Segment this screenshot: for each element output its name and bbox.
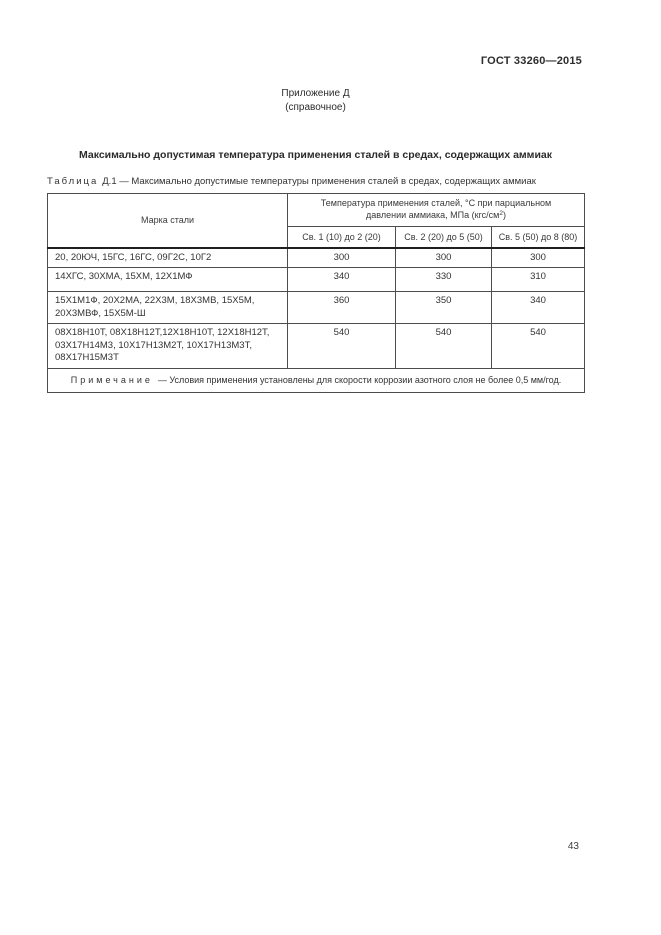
temp-value-cell: 540 xyxy=(287,323,396,369)
table-subheader-row: Св. 1 (10) до 2 (20) Св. 2 (20) до 5 (50… xyxy=(48,226,586,249)
table-header-row: Марка стали Температура применения стале… xyxy=(47,193,586,249)
column-subheader-pressure-2: Св. 2 (20) до 5 (50) xyxy=(395,226,492,249)
appendix-heading: Приложение Д (справочное) xyxy=(47,87,584,114)
table-row: 20, 20ЮЧ, 15ГС, 16ГС, 09Г2С, 10Г2 300 30… xyxy=(47,247,586,268)
appendix-label: Приложение Д xyxy=(281,88,350,99)
steel-grades-cell: 14ХГС, 30ХМА, 15ХМ, 12Х1МФ xyxy=(47,267,288,292)
column-header-temperature: Температура применения сталей, °С при па… xyxy=(286,193,586,227)
temperature-header-text: Температура применения сталей, °С при па… xyxy=(320,198,552,220)
temp-value-cell: 540 xyxy=(395,323,492,369)
table-caption-text: Д.1 — Максимально допустимые температуры… xyxy=(102,176,536,187)
temp-value-cell: 330 xyxy=(395,267,492,292)
steel-grades-cell: 15Х1М1Ф, 20Х2МА, 22Х3М, 18Х3МВ, 15Х5М, 2… xyxy=(47,291,288,324)
column-subheader-pressure-1: Св. 1 (10) до 2 (20) xyxy=(287,226,396,249)
column-header-steel-grade: Марка стали xyxy=(47,193,288,249)
temp-value-cell: 540 xyxy=(490,323,586,369)
table-row: 14ХГС, 30ХМА, 15ХМ, 12Х1МФ 340 330 310 xyxy=(47,267,586,292)
temp-value-cell: 300 xyxy=(490,247,586,268)
note-label: Примечание xyxy=(70,374,153,385)
section-title: Максимально допустимая температура приме… xyxy=(78,149,552,161)
temp-value-cell: 300 xyxy=(395,247,492,268)
table-row: 15Х1М1Ф, 20Х2МА, 22Х3М, 18Х3МВ, 15Х5М, 2… xyxy=(47,291,586,324)
table-note-row: Примечание — Условия применения установле… xyxy=(46,367,586,393)
temp-value-cell: 360 xyxy=(287,291,396,324)
temperature-header-close: ) xyxy=(503,210,506,220)
temp-value-cell: 340 xyxy=(287,267,396,292)
temp-value-cell: 300 xyxy=(287,247,396,268)
steel-grades-cell: 20, 20ЮЧ, 15ГС, 16ГС, 09Г2С, 10Г2 xyxy=(47,247,288,268)
table-caption-label: Таблица xyxy=(47,176,99,187)
appendix-type: (справочное) xyxy=(285,101,346,113)
temp-value-cell: 350 xyxy=(395,291,492,324)
table-note-cell: Примечание — Условия применения установле… xyxy=(46,367,586,393)
table-caption: Таблица Д.1 — Максимально допустимые темп… xyxy=(47,176,584,187)
column-subheader-pressure-3: Св. 5 (50) до 8 (80) xyxy=(490,226,586,249)
note-text: — Условия применения установлены для ско… xyxy=(157,374,562,385)
temperature-header-superscript: 2 xyxy=(499,209,503,217)
page-number: 43 xyxy=(567,841,579,852)
temp-value-cell: 340 xyxy=(490,291,586,324)
steel-grades-cell: 08Х18Н10Т, 08Х18Н12Т,12Х18Н10Т, 12Х18Н12… xyxy=(47,323,288,369)
steel-temperature-table: Марка стали Температура применения стале… xyxy=(46,193,586,393)
doc-number: ГОСТ 33260—2015 xyxy=(480,55,582,67)
temp-value-cell: 310 xyxy=(490,267,586,292)
table-row: 08Х18Н10Т, 08Х18Н12Т,12Х18Н10Т, 12Х18Н12… xyxy=(47,323,586,369)
